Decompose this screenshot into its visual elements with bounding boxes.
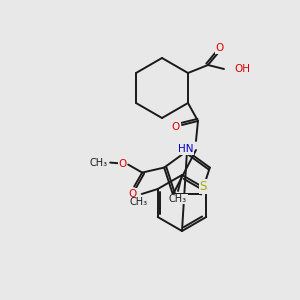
Text: O: O [118, 159, 126, 169]
Text: CH₃: CH₃ [130, 197, 148, 207]
Text: O: O [128, 189, 136, 199]
Text: CH₃: CH₃ [169, 194, 187, 204]
Text: OH: OH [234, 64, 250, 74]
Text: O: O [172, 122, 180, 132]
Text: S: S [200, 180, 207, 193]
Text: HN: HN [178, 144, 194, 154]
Text: O: O [216, 43, 224, 53]
Text: CH₃: CH₃ [89, 158, 107, 168]
